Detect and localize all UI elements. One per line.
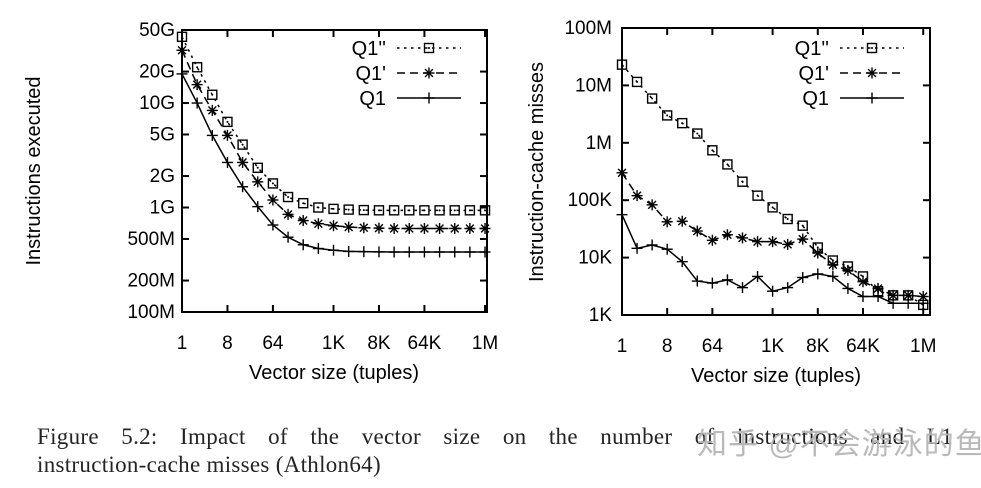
y-axis-title: Instruction-cache misses (526, 62, 548, 282)
svg-text:1M: 1M (586, 133, 612, 154)
series-Q1 (616, 209, 929, 309)
legend-label: Q1'' (795, 38, 829, 60)
svg-text:10K: 10K (578, 248, 612, 269)
svg-text:1G: 1G (150, 198, 175, 219)
svg-text:64: 64 (702, 336, 724, 357)
left-chart: 1 8 64 1K 8K 64K 1M 50G 20G 10G 5G 2G 1G 500M 200M 100M… (23, 20, 498, 384)
svg-text:5G: 5G (150, 124, 175, 145)
svg-text:500M: 500M (127, 229, 175, 250)
series-Q1p (616, 167, 929, 303)
svg-text:1: 1 (177, 333, 188, 354)
svg-text:8K: 8K (367, 333, 391, 354)
svg-text:64K: 64K (846, 336, 880, 357)
svg-text:10M: 10M (575, 75, 612, 96)
legend: Q1'' Q1' Q1 (352, 38, 461, 110)
svg-text:1M: 1M (910, 336, 936, 357)
svg-text:50G: 50G (139, 20, 175, 41)
plot-border (621, 27, 931, 316)
caption-line-1: Figure 5.2: Impact of the vector size on… (37, 424, 953, 449)
svg-text:1: 1 (617, 336, 628, 357)
svg-text:1M: 1M (472, 333, 498, 354)
x-axis-title: Vector size (tuples) (249, 362, 419, 384)
figure-caption: Figure 5.2: Impact of the vector size on… (37, 423, 953, 479)
svg-text:64: 64 (262, 333, 284, 354)
svg-text:1K: 1K (761, 336, 785, 357)
svg-text:1K: 1K (322, 333, 346, 354)
x-axis-title: Vector size (tuples) (691, 365, 861, 387)
series-Q1 (176, 68, 491, 258)
legend-label: Q1' (799, 63, 830, 85)
legend-label: Q1' (356, 63, 387, 85)
right-chart: 1 8 64 1K 8K 64K 1M 100M 10M 1M 100K 10K 1K Vector si… (526, 18, 936, 387)
watermark-text: 知乎 @不会游泳的鱼 (697, 428, 981, 461)
svg-text:100K: 100K (568, 190, 613, 211)
legend: Q1'' Q1' Q1 (795, 38, 904, 110)
legend-label: Q1 (802, 88, 829, 110)
svg-text:100M: 100M (127, 302, 175, 323)
svg-text:1K: 1K (589, 305, 613, 326)
caption-line-2: instruction-cache misses (Athlon64) (37, 452, 381, 477)
svg-text:10G: 10G (139, 93, 175, 114)
svg-text:8K: 8K (806, 336, 830, 357)
svg-text:64K: 64K (408, 333, 442, 354)
svg-text:20G: 20G (139, 62, 175, 83)
y-axis-title: Instructions executed (23, 77, 45, 266)
charts-canvas: 1 8 64 1K 8K 64K 1M 50G 20G 10G 5G 2G 1G 500M 200M 100M… (23, 18, 936, 387)
svg-text:200M: 200M (127, 271, 175, 292)
svg-text:8: 8 (662, 336, 673, 357)
series-Q1pp (176, 31, 491, 216)
svg-text:2G: 2G (150, 166, 175, 187)
legend-label: Q1'' (352, 38, 386, 60)
series-Q1p (176, 44, 491, 234)
legend-label: Q1 (359, 88, 386, 110)
svg-text:8: 8 (222, 333, 233, 354)
svg-text:100M: 100M (564, 18, 612, 39)
